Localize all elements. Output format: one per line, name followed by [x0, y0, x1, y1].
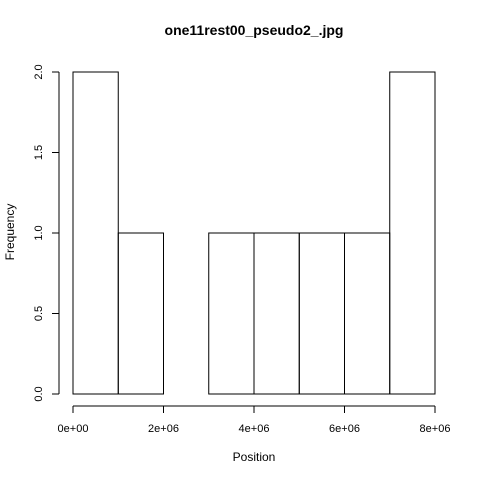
x-axis-label: Position	[233, 450, 276, 464]
x-axis: 0e+00 2e+06 4e+06 6e+06 8e+06	[58, 405, 451, 435]
x-tick-label: 2e+06	[148, 423, 179, 435]
bars-group	[72, 71, 436, 395]
chart-title: one11rest00_pseudo2_.jpg	[165, 22, 344, 38]
y-tick-label: 0.0	[33, 386, 45, 401]
histogram-bar	[389, 71, 436, 395]
x-tick-label: 0e+00	[58, 423, 89, 435]
y-tick-label: 2.0	[33, 64, 45, 79]
x-tick-label: 6e+06	[329, 423, 360, 435]
y-axis: 0.0 0.5 1.0 1.5 2.0	[33, 64, 60, 402]
x-tick-label: 8e+06	[420, 423, 451, 435]
y-axis-label: Frequency	[3, 204, 17, 261]
histogram-bar	[117, 232, 164, 395]
x-tick-label: 4e+06	[239, 423, 270, 435]
y-tick-label: 1.5	[33, 145, 45, 160]
y-tick-label: 1.0	[33, 225, 45, 240]
y-tick-label: 0.5	[33, 306, 45, 321]
